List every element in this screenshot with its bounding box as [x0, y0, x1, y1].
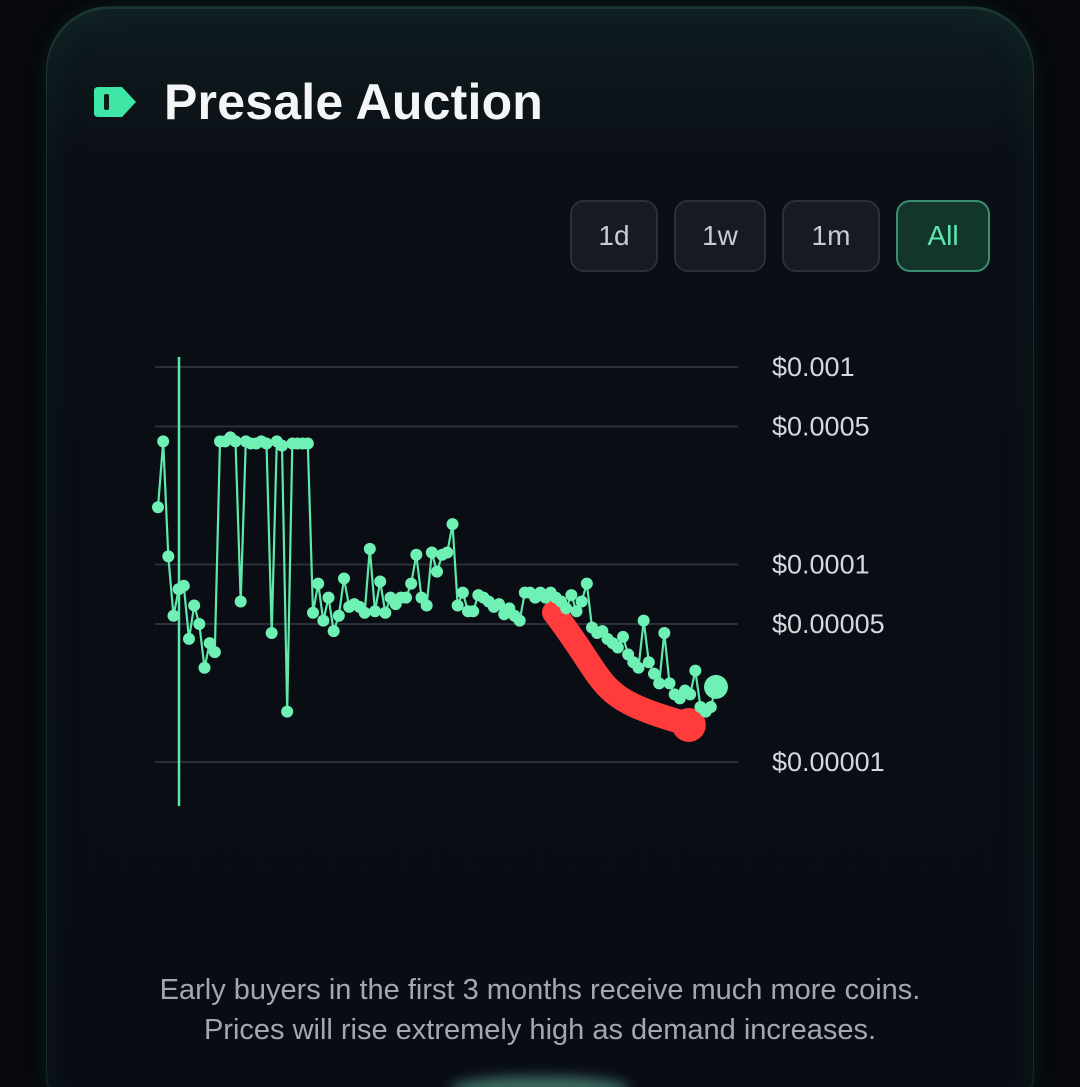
data-point — [234, 595, 247, 608]
data-point — [177, 579, 190, 592]
data-point — [425, 546, 438, 559]
data-point — [183, 632, 195, 645]
range-button-all[interactable]: All — [896, 200, 990, 272]
data-point — [420, 599, 433, 612]
data-point — [456, 586, 469, 599]
latest-price-point — [704, 674, 728, 699]
data-point — [332, 609, 345, 622]
data-point — [684, 688, 697, 701]
data-point — [648, 667, 660, 680]
y-tick-label: $0.0001 — [772, 550, 870, 580]
footer-line-1: Early buyers in the first 3 months recei… — [159, 974, 921, 1006]
data-point — [570, 605, 583, 618]
data-point — [580, 577, 593, 590]
data-point — [663, 677, 676, 690]
data-point — [513, 614, 526, 627]
series-points — [152, 431, 728, 718]
data-point — [637, 614, 650, 627]
range-button-1d[interactable]: 1d — [570, 200, 658, 272]
data-point — [632, 661, 645, 674]
range-button-1w[interactable]: 1w — [674, 200, 766, 272]
data-point — [467, 605, 480, 618]
data-point — [369, 605, 381, 618]
data-point — [198, 661, 211, 674]
data-point — [188, 599, 201, 612]
presale-card — [46, 6, 1034, 1087]
data-point — [327, 625, 340, 638]
bottom-glow — [450, 1076, 630, 1087]
y-tick-label: $0.0005 — [772, 411, 870, 441]
data-point — [338, 572, 350, 585]
range-button-1m[interactable]: 1m — [782, 200, 880, 272]
data-point — [152, 501, 164, 514]
data-point — [704, 700, 717, 713]
data-point — [162, 550, 175, 563]
y-tick-label: $0.001 — [772, 352, 855, 382]
data-point — [642, 656, 655, 669]
data-point — [157, 435, 170, 448]
data-point — [617, 630, 629, 643]
data-point — [276, 439, 288, 452]
y-tick-label: $0.00005 — [772, 609, 885, 639]
tag-icon — [94, 87, 136, 117]
data-point — [167, 609, 180, 622]
data-point — [653, 677, 666, 690]
data-point — [611, 641, 624, 654]
red-highlight-stroke — [542, 600, 703, 737]
data-point — [446, 518, 459, 531]
data-point — [193, 617, 206, 630]
data-point — [493, 598, 505, 611]
data-point — [400, 591, 412, 604]
data-point — [358, 606, 371, 619]
data-point — [363, 542, 376, 555]
time-range-selector: 1d 1w 1m All — [570, 200, 990, 272]
data-point — [689, 664, 702, 677]
data-point — [307, 606, 319, 619]
data-point — [575, 595, 588, 608]
data-point — [203, 637, 216, 650]
page-title: Presale Auction — [164, 74, 544, 130]
data-point — [312, 577, 325, 590]
data-point — [431, 565, 443, 578]
data-point — [379, 606, 392, 619]
data-point — [229, 435, 242, 448]
card-header: Presale Auction — [92, 72, 543, 132]
data-point — [565, 589, 578, 602]
annotation-layer — [542, 600, 706, 742]
data-point — [281, 705, 294, 718]
red-highlight-end — [671, 707, 706, 742]
data-point — [410, 548, 423, 561]
y-tick-label: $0.00001 — [772, 747, 885, 777]
footer-note: Early buyers in the first 3 months recei… — [0, 970, 1080, 1050]
data-point — [374, 575, 387, 588]
data-point — [441, 546, 454, 559]
data-point — [451, 599, 464, 612]
data-point — [265, 626, 278, 639]
data-point — [560, 602, 573, 615]
footer-line-2: Prices will rise extremely high as deman… — [203, 1014, 877, 1046]
data-point — [322, 591, 335, 604]
y-axis-ticks: $0.001 $0.0005 $0.0001 $0.00005 $0.00001 — [772, 352, 885, 777]
data-point — [260, 437, 273, 450]
data-point — [317, 614, 330, 627]
data-point — [658, 626, 671, 639]
data-point — [301, 437, 314, 450]
data-point — [405, 577, 418, 590]
data-point — [208, 646, 221, 659]
